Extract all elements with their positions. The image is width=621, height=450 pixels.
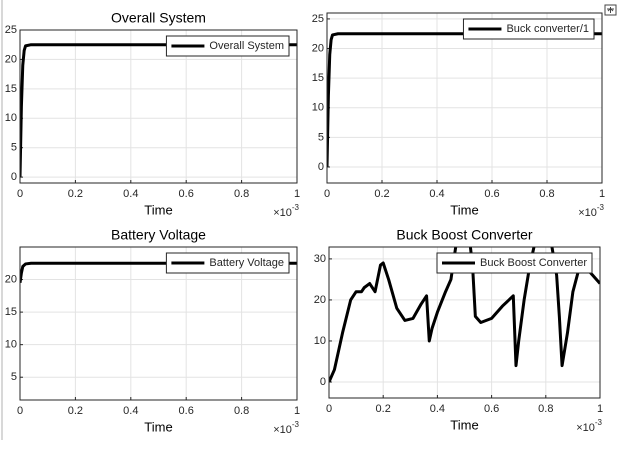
x-multiplier-base: ×10	[273, 207, 292, 219]
x-tick-label: 0	[17, 405, 23, 417]
x-tick-label: 1	[294, 188, 300, 200]
x-multiplier-base: ×10	[578, 207, 597, 219]
x-tick-label: 0.2	[68, 405, 83, 417]
x-tick-label: 0.4	[430, 403, 445, 415]
x-multiplier: ×10-3	[273, 203, 299, 219]
y-tick-label: 10	[314, 335, 326, 347]
x-tick-label: 0.2	[374, 188, 389, 200]
x-multiplier-base: ×10	[273, 424, 292, 436]
data-line	[20, 261, 297, 284]
x-tick-label: 0	[326, 403, 332, 415]
legend-label: Overall System	[209, 40, 284, 52]
x-tick-label: 0.8	[538, 403, 553, 415]
x-multiplier-exponent: -3	[292, 203, 300, 212]
subplot-title: Overall System	[111, 10, 206, 26]
data-line	[327, 32, 602, 168]
y-tick-label: 5	[11, 371, 17, 383]
x-tick-label: 0.6	[179, 405, 194, 417]
x-tick-label: 0.6	[484, 403, 499, 415]
y-tick-label: 20	[5, 53, 17, 65]
x-tick-label: 0.4	[429, 188, 444, 200]
x-tick-label: 0	[17, 188, 23, 200]
x-multiplier: ×10-3	[576, 418, 602, 434]
x-tick-label: 0.2	[68, 188, 83, 200]
x-tick-label: 0.8	[234, 188, 249, 200]
x-tick-label: 0.6	[484, 188, 499, 200]
y-tick-label: 10	[5, 339, 17, 351]
y-tick-label: 5	[318, 131, 324, 143]
legend-label: Battery Voltage	[209, 257, 284, 269]
y-tick-label: 25	[5, 24, 17, 36]
axes-box	[19, 29, 298, 184]
axes-background	[327, 13, 602, 183]
y-tick-label: 20	[314, 294, 326, 306]
y-tick-label: 15	[5, 83, 17, 95]
legend-box	[436, 252, 593, 274]
toolbar-icon[interactable]	[604, 4, 617, 16]
x-tick-label: 0.8	[539, 188, 554, 200]
x-tick-label: 0.8	[234, 405, 249, 417]
x-multiplier-exponent: -3	[292, 420, 300, 429]
x-tick-label: 1	[294, 405, 300, 417]
y-tick-label: 30	[314, 253, 326, 265]
x-tick-label: 1	[597, 403, 603, 415]
legend-box	[165, 252, 290, 274]
y-tick-label: 25	[312, 13, 324, 25]
x-axis-label: Time	[450, 417, 478, 432]
x-axis-label: Time	[450, 202, 478, 217]
y-tick-label: 0	[320, 376, 326, 388]
y-tick-label: 10	[5, 112, 17, 124]
x-tick-label: 0.2	[376, 403, 391, 415]
x-multiplier-base: ×10	[576, 422, 595, 434]
legend: Overall System	[165, 35, 290, 57]
y-tick-label: 0	[318, 161, 324, 173]
y-tick-label: 15	[5, 306, 17, 318]
legend: Buck converter/1	[462, 18, 595, 40]
y-tick-label: 20	[5, 273, 17, 285]
x-tick-label: 0.6	[179, 188, 194, 200]
legend-label: Buck converter/1	[506, 23, 589, 35]
legend-box	[462, 18, 595, 40]
subplot-title: Battery Voltage	[111, 227, 206, 243]
axes-box	[326, 12, 603, 184]
x-multiplier: ×10-3	[273, 420, 299, 436]
x-tick-label: 0	[324, 188, 330, 200]
legend-box	[165, 35, 290, 57]
y-tick-label: 20	[312, 42, 324, 54]
y-tick-label: 0	[11, 171, 17, 183]
legend: Buck Boost Converter	[436, 252, 593, 274]
x-axis-label: Time	[144, 419, 172, 434]
axes-box	[19, 246, 298, 401]
x-tick-label: 0.4	[123, 188, 138, 200]
x-axis-label: Time	[144, 202, 172, 217]
x-tick-label: 0.4	[123, 405, 138, 417]
x-tick-label: 1	[599, 188, 605, 200]
data-line	[20, 43, 297, 178]
axes-box	[328, 246, 601, 399]
subplot-title: Buck Boost Converter	[396, 227, 533, 243]
y-tick-label: 5	[11, 142, 17, 154]
y-tick-label: 15	[312, 72, 324, 84]
x-multiplier-exponent: -3	[597, 203, 605, 212]
legend-label: Buck Boost Converter	[480, 257, 587, 269]
legend: Battery Voltage	[165, 252, 290, 274]
y-tick-label: 10	[312, 102, 324, 114]
x-multiplier-exponent: -3	[595, 418, 603, 427]
x-multiplier: ×10-3	[578, 203, 604, 219]
